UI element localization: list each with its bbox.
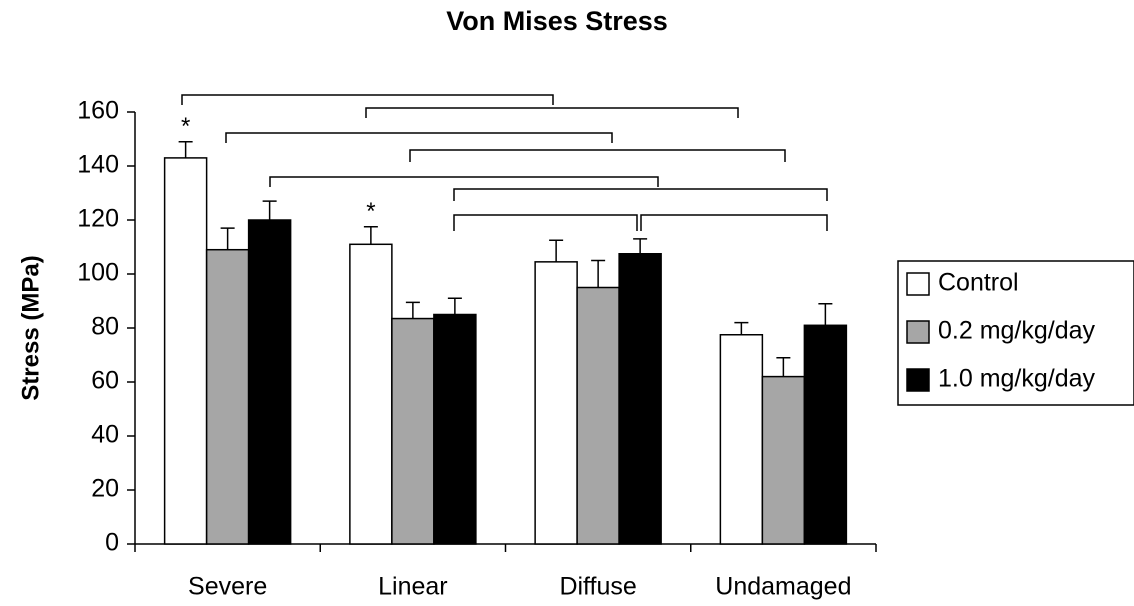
bracket <box>640 214 828 231</box>
legend-swatch <box>906 320 930 344</box>
error-bar <box>178 140 193 158</box>
error-bar <box>633 238 648 254</box>
bar <box>803 324 848 545</box>
bar <box>391 317 435 545</box>
y-tick-label: 80 <box>91 313 119 341</box>
error-bar <box>262 200 277 220</box>
significance-marker: * <box>366 198 375 225</box>
bar <box>576 286 620 545</box>
error-bar <box>776 356 791 377</box>
x-tick-label: Severe <box>188 573 267 601</box>
bracket <box>453 214 638 231</box>
y-tick-label: 0 <box>105 529 119 557</box>
error-bar <box>734 321 749 335</box>
error-bar <box>818 302 833 326</box>
bar <box>719 334 764 545</box>
y-tick-label: 100 <box>77 259 119 287</box>
comparison-brackets <box>181 94 828 231</box>
y-tick-label: 40 <box>91 421 119 449</box>
bracket <box>365 107 739 118</box>
bar <box>761 375 806 545</box>
legend-label: 1.0 mg/kg/day <box>938 365 1096 393</box>
x-tick-label: Diffuse <box>559 573 636 601</box>
bar <box>163 157 208 545</box>
y-tick-label: 20 <box>91 475 119 503</box>
error-bar <box>220 227 235 250</box>
y-tick-label: 120 <box>77 205 119 233</box>
error-bar <box>405 301 420 319</box>
bar <box>349 243 393 545</box>
significance-marker: * <box>181 113 190 140</box>
legend-box <box>897 260 1134 406</box>
x-tick-label: Linear <box>378 573 448 601</box>
y-tick-label: 60 <box>91 367 119 395</box>
error-bar <box>447 297 462 315</box>
bracket <box>225 132 613 143</box>
y-axis-label: Stress (MPa) <box>17 255 44 400</box>
error-bar <box>591 259 606 288</box>
bracket <box>181 94 554 105</box>
legend-swatch <box>906 368 930 392</box>
error-bar <box>549 239 564 262</box>
x-tick-label: Undamaged <box>715 573 851 601</box>
legend-label: Control <box>938 269 1019 297</box>
y-tick-label: 140 <box>77 151 119 179</box>
bar <box>205 248 250 545</box>
bar <box>433 313 477 545</box>
bar <box>247 219 292 545</box>
bar <box>618 253 662 545</box>
bar <box>534 261 578 545</box>
chart-title: Von Mises Stress <box>446 6 668 36</box>
error-bar <box>363 226 378 245</box>
bracket <box>409 149 786 162</box>
legend-swatch <box>906 272 930 296</box>
y-tick-label: 160 <box>77 97 119 125</box>
bracket <box>453 188 828 201</box>
legend-label: 0.2 mg/kg/day <box>938 317 1096 345</box>
bracket <box>269 176 659 187</box>
